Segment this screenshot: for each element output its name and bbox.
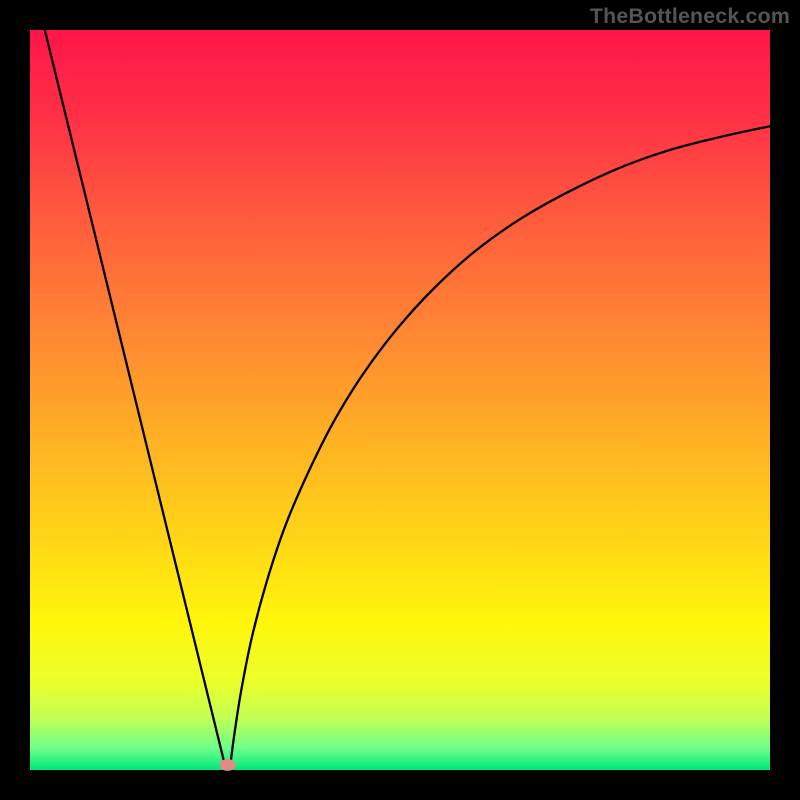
plot-area [30, 30, 770, 770]
chart-canvas: TheBottleneck.com [0, 0, 800, 800]
chart-svg [0, 0, 800, 800]
min-marker [220, 759, 236, 771]
watermark-text: TheBottleneck.com [590, 4, 790, 29]
